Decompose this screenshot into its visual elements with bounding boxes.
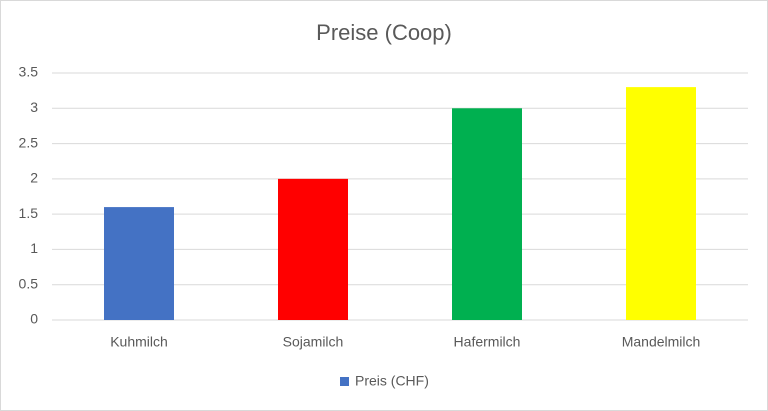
y-tick-label: 2 <box>30 170 38 186</box>
x-tick-label: Sojamilch <box>283 334 344 350</box>
chart-title: Preise (Coop) <box>316 20 452 45</box>
bar <box>278 178 348 320</box>
y-tick-label: 0.5 <box>19 275 39 291</box>
y-tick-label: 1 <box>30 240 38 256</box>
x-tick-label: Hafermilch <box>454 334 521 350</box>
legend-marker <box>340 377 349 386</box>
y-tick-label: 3.5 <box>19 64 39 80</box>
x-tick-label: Mandelmilch <box>622 334 701 350</box>
bar <box>626 87 696 320</box>
y-tick-label: 3 <box>30 99 38 115</box>
y-tick-label: 1.5 <box>19 205 39 221</box>
bar <box>104 207 174 320</box>
y-tick-label: 0 <box>30 311 38 327</box>
bar <box>452 108 522 321</box>
y-tick-label: 2.5 <box>19 134 39 150</box>
legend-label: Preis (CHF) <box>355 373 429 389</box>
x-tick-label: Kuhmilch <box>110 334 168 350</box>
